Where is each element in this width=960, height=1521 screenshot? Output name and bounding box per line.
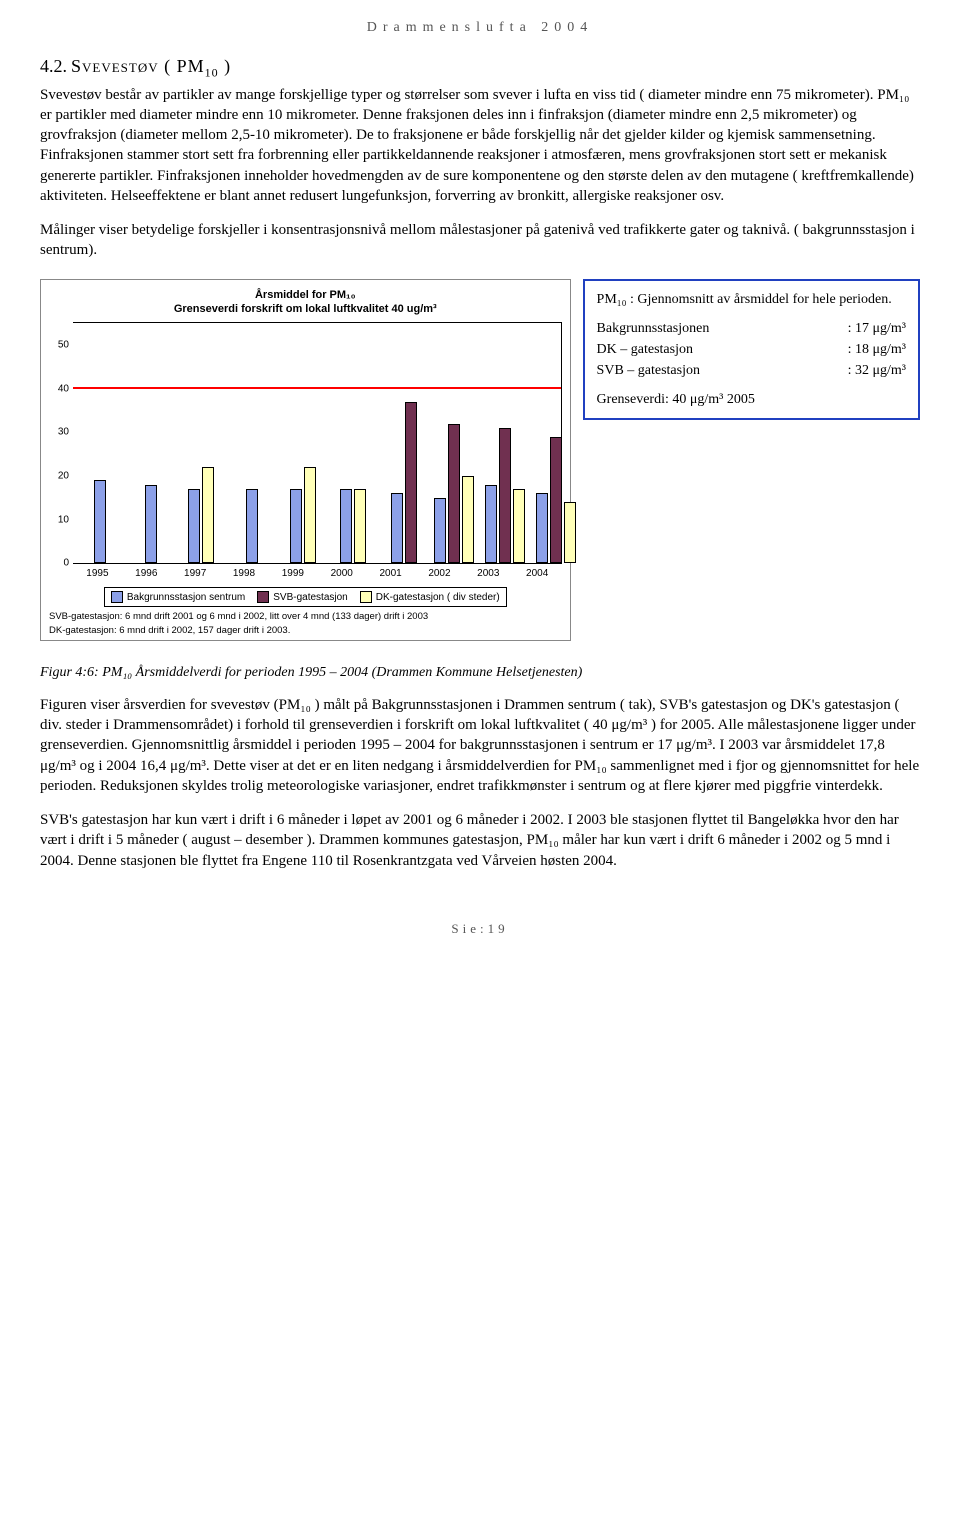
- legend-swatch: [111, 591, 123, 603]
- x-axis-labels: 1995199619971998199920002001200220032004: [73, 564, 562, 579]
- y-tick: 50: [58, 340, 69, 351]
- infobox-row-label: Bakgrunnsstasjonen: [597, 318, 710, 339]
- section-number: 4.2.: [40, 56, 67, 76]
- bar: [462, 476, 474, 563]
- paragraph-4: SVB's gatestasjon har kun vært i drift i…: [40, 810, 920, 871]
- page-footer: Sie:19: [40, 921, 920, 937]
- x-label: 1996: [122, 568, 171, 579]
- y-tick: 20: [58, 470, 69, 481]
- bar: [188, 489, 200, 563]
- y-tick: 0: [63, 558, 69, 569]
- x-label: 1999: [268, 568, 317, 579]
- infobox-row: SVB – gatestasjon : 32 μg/m³: [597, 360, 906, 381]
- infobox-row-label: DK – gatestasjon: [597, 339, 693, 360]
- infobox-row-value: : 18 μg/m³: [848, 339, 906, 360]
- bar-group: [231, 489, 274, 563]
- y-tick: 10: [58, 514, 69, 525]
- bar: [448, 424, 460, 564]
- chart-footnote-1: SVB-gatestasjon: 6 mnd drift 2001 og 6 m…: [49, 611, 562, 622]
- bar: [145, 485, 157, 564]
- limit-line: [73, 387, 561, 389]
- bar-group: [534, 437, 577, 564]
- infobox-row-value: : 17 μg/m³: [848, 318, 906, 339]
- chart-title: Årsmiddel for PM₁₀ Grenseverdi forskrift…: [49, 288, 562, 317]
- x-label: 2004: [513, 568, 562, 579]
- section-title: Svevestøv ( PM10 ): [71, 56, 231, 76]
- bar: [513, 489, 525, 563]
- bar: [564, 502, 576, 563]
- info-box: PM₁₀ : Gjennomsnitt av årsmiddel for hel…: [583, 279, 920, 420]
- bar: [405, 402, 417, 563]
- bar: [304, 467, 316, 563]
- legend-label: DK-gatestasjon ( div steder): [376, 592, 500, 603]
- bar: [354, 489, 366, 563]
- bar: [434, 498, 446, 563]
- x-label: 1998: [220, 568, 269, 579]
- bar-group: [484, 428, 527, 563]
- infobox-row: Bakgrunnsstasjonen : 17 μg/m³: [597, 318, 906, 339]
- bar-group: [332, 489, 375, 563]
- plot-area: [73, 323, 561, 563]
- bar: [499, 428, 511, 563]
- figure-row: Årsmiddel for PM₁₀ Grenseverdi forskrift…: [40, 279, 920, 641]
- infobox-limit: Grenseverdi: 40 μg/m³ 2005: [597, 389, 906, 410]
- bar: [550, 437, 562, 564]
- legend-label: Bakgrunnsstasjon sentrum: [127, 592, 245, 603]
- bar-group: [130, 485, 173, 564]
- legend-swatch: [257, 591, 269, 603]
- bar: [391, 493, 403, 563]
- bar: [536, 493, 548, 563]
- bar: [94, 480, 106, 563]
- infobox-row: DK – gatestasjon : 18 μg/m³: [597, 339, 906, 360]
- legend-swatch: [360, 591, 372, 603]
- bar: [202, 467, 214, 563]
- bar: [246, 489, 258, 563]
- chart-footnote-2: DK-gatestasjon: 6 mnd drift i 2002, 157 …: [49, 625, 562, 636]
- legend-label: SVB-gatestasjon: [273, 592, 348, 603]
- paragraph-3: Figuren viser årsverdien for svevestøv (…: [40, 695, 920, 796]
- chart-container: Årsmiddel for PM₁₀ Grenseverdi forskrift…: [40, 279, 571, 641]
- bar-group: [433, 424, 476, 564]
- chart-legend: Bakgrunnsstasjon sentrum SVB-gatestasjon D…: [104, 587, 507, 607]
- bar-group: [180, 467, 223, 563]
- section-heading: 4.2. Svevestøv ( PM10 ): [40, 56, 920, 81]
- x-label: 1995: [73, 568, 122, 579]
- x-label: 2003: [464, 568, 513, 579]
- y-axis: 01020304050: [49, 323, 71, 563]
- x-label: 2002: [415, 568, 464, 579]
- bar: [340, 489, 352, 563]
- legend-item: Bakgrunnsstasjon sentrum: [111, 591, 245, 603]
- bar-group: [79, 480, 122, 563]
- paragraph-1: Svevestøv består av partikler av mange f…: [40, 85, 920, 207]
- page-header: Drammenslufta 2004: [40, 20, 920, 36]
- x-label: 1997: [171, 568, 220, 579]
- legend-item: SVB-gatestasjon: [257, 591, 348, 603]
- legend-item: DK-gatestasjon ( div steder): [360, 591, 500, 603]
- paragraph-2: Målinger viser betydelige forskjeller i …: [40, 220, 920, 261]
- bar: [485, 485, 497, 564]
- x-label: 2001: [366, 568, 415, 579]
- chart-plot-area: 01020304050: [73, 322, 562, 564]
- infobox-row-label: SVB – gatestasjon: [597, 360, 700, 381]
- bar: [290, 489, 302, 563]
- y-tick: 30: [58, 427, 69, 438]
- y-tick: 40: [58, 383, 69, 394]
- bar-group: [281, 467, 324, 563]
- infobox-intro: PM₁₀ : Gjennomsnitt av årsmiddel for hel…: [597, 289, 906, 310]
- figure-caption: Figur 4:6: PM₁₀ Årsmiddelverdi for perio…: [40, 665, 920, 681]
- infobox-row-value: : 32 μg/m³: [848, 360, 906, 381]
- bar-group: [383, 402, 426, 563]
- x-label: 2000: [317, 568, 366, 579]
